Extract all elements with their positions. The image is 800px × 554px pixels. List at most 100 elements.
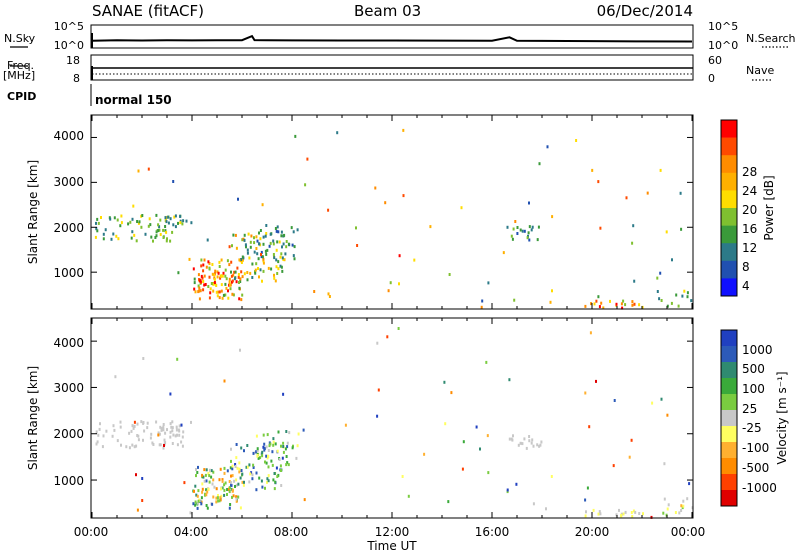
- power-point: [429, 225, 432, 229]
- velocity-point: [164, 441, 167, 445]
- velocity-point: [143, 429, 146, 433]
- power-point: [158, 225, 161, 229]
- power-point: [261, 279, 263, 283]
- velocity-point: [203, 479, 206, 483]
- power-point: [259, 268, 262, 272]
- velocity-point: [240, 469, 243, 472]
- power-point: [241, 255, 244, 259]
- velocity-point: [231, 467, 234, 471]
- power-point: [287, 242, 290, 246]
- power-point: [140, 214, 143, 218]
- power-point: [229, 287, 232, 291]
- power-point: [182, 219, 185, 223]
- power-point: [293, 245, 296, 249]
- velocity-point: [194, 503, 197, 507]
- power-point: [96, 217, 99, 221]
- power-point: [253, 250, 256, 254]
- velocity-point: [285, 455, 288, 458]
- power-point: [260, 255, 263, 259]
- velocity-point: [149, 436, 152, 440]
- power-point: [690, 299, 693, 303]
- velocity-axis-ticks: [91, 318, 693, 518]
- power-point: [265, 252, 268, 256]
- power-point: [162, 236, 165, 239]
- power-point: [528, 238, 531, 242]
- power-point: [255, 247, 258, 250]
- power-point: [218, 260, 221, 264]
- velocity-point: [282, 445, 285, 448]
- velocity-point: [270, 459, 273, 463]
- velocity-point: [271, 463, 274, 467]
- power-point: [95, 227, 98, 231]
- power-point: [238, 258, 241, 262]
- power-point: [251, 262, 254, 266]
- velocity-point: [630, 438, 633, 442]
- velocity-point: [169, 435, 172, 439]
- power-point: [138, 220, 141, 224]
- power-point: [528, 225, 531, 229]
- xtick-0800: 08:00: [274, 525, 309, 539]
- power-point: [264, 234, 267, 238]
- power-point: [521, 229, 524, 233]
- velocity-point: [235, 456, 238, 460]
- velocity-point: [267, 465, 270, 469]
- power-point: [208, 275, 211, 279]
- velocity-point: [485, 360, 488, 364]
- power-point: [220, 258, 223, 262]
- power-point: [609, 299, 611, 303]
- power-point: [216, 275, 219, 279]
- power-point: [551, 289, 553, 293]
- velocity-point: [237, 482, 240, 486]
- power-point: [269, 241, 272, 245]
- power-point: [262, 257, 265, 261]
- power-point: [119, 224, 122, 228]
- power-point: [203, 274, 206, 278]
- velocity-point: [267, 454, 269, 458]
- power-point: [167, 215, 170, 219]
- power-point: [304, 183, 307, 187]
- velocity-point: [269, 442, 272, 446]
- velocity-cbar-tick-neg100: -100: [742, 441, 769, 455]
- velocity-point: [680, 504, 683, 508]
- power-point: [284, 252, 287, 256]
- power-panel-frame: [90, 114, 694, 310]
- power-point: [638, 303, 641, 307]
- velocity-point: [202, 475, 205, 479]
- power-point: [246, 248, 249, 252]
- power-colorbar-frame: [720, 119, 738, 297]
- velocity-point: [210, 469, 213, 473]
- power-point: [213, 273, 216, 277]
- power-point: [200, 264, 203, 268]
- velocity-point: [119, 420, 122, 424]
- power-point: [282, 258, 285, 261]
- velocity-point: [205, 504, 208, 507]
- power-point: [237, 275, 240, 279]
- velocity-point: [238, 467, 241, 471]
- power-point: [250, 234, 253, 238]
- power-point: [131, 217, 134, 221]
- velocity-point: [169, 392, 172, 396]
- velocity-point: [650, 515, 653, 519]
- velocity-point: [113, 428, 116, 432]
- power-point: [220, 283, 223, 287]
- power-point: [387, 289, 390, 293]
- velocity-point: [252, 463, 255, 467]
- velocity-point: [114, 375, 117, 379]
- date-label: 06/Dec/2014: [597, 2, 693, 20]
- velocity-point: [230, 481, 233, 485]
- power-point: [212, 282, 215, 286]
- velocity-point: [251, 477, 254, 481]
- power-point: [166, 237, 168, 241]
- power-point: [575, 139, 578, 142]
- velocity-point: [674, 511, 677, 514]
- velocity-point: [344, 423, 347, 427]
- velocity-point: [597, 512, 600, 516]
- velocity-point: [295, 456, 298, 460]
- cpid-label: CPID: [7, 90, 36, 103]
- velocity-point: [176, 433, 178, 437]
- power-point: [203, 258, 206, 262]
- power-point: [231, 244, 233, 248]
- velocity-colorbar-frame: [720, 329, 738, 507]
- power-point: [193, 281, 196, 285]
- power-point: [519, 228, 522, 232]
